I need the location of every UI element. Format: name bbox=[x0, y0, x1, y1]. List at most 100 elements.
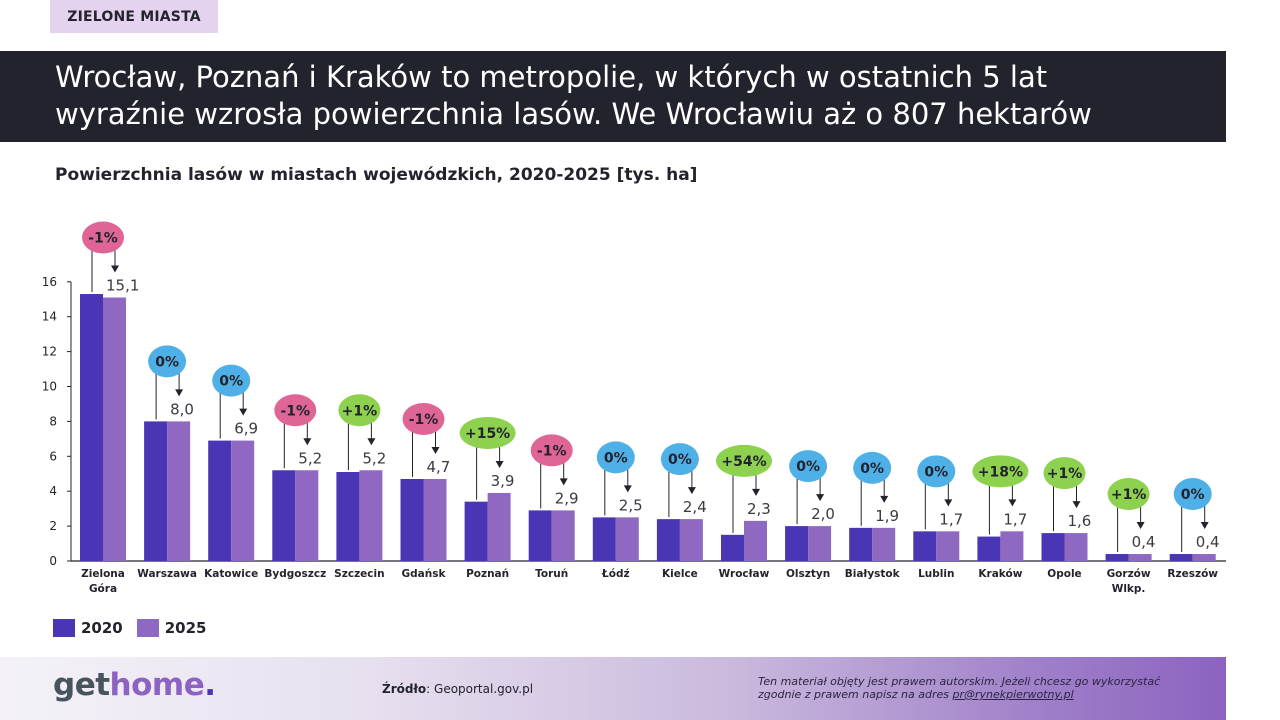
change-badge bbox=[338, 394, 381, 427]
change-badge bbox=[274, 394, 317, 427]
change-badge bbox=[402, 402, 445, 435]
category-label: Katowice bbox=[204, 568, 258, 580]
value-label: 15,1 bbox=[106, 277, 139, 295]
category-label: Szczecin bbox=[334, 568, 384, 580]
value-label: 0,4 bbox=[1196, 533, 1220, 551]
category-label: Gdańsk bbox=[402, 568, 447, 580]
change-label: +18% bbox=[978, 464, 1023, 480]
headline-line-2: wyraźnie wzrosła powierzchnia lasów. We … bbox=[55, 97, 1092, 131]
bar-2025 bbox=[744, 520, 767, 561]
category-label: Toruń bbox=[535, 568, 568, 580]
change-badge bbox=[660, 443, 699, 476]
category-label: Warszawa bbox=[137, 568, 197, 580]
bar-2020 bbox=[785, 526, 809, 561]
y-tick-label: 8 bbox=[49, 414, 57, 428]
change-label: 0% bbox=[155, 354, 179, 370]
value-label: 1,6 bbox=[1068, 512, 1092, 530]
change-badge bbox=[212, 364, 251, 397]
copyright-note: Ten materiał objęty jest prawem autorski… bbox=[758, 675, 1161, 701]
legend-label-2020: 2020 bbox=[81, 619, 123, 637]
category-label: Wlkp. bbox=[1112, 583, 1146, 595]
bar-2020 bbox=[144, 421, 168, 561]
legend-item-2025: 2025 bbox=[136, 619, 207, 637]
y-tick-label: 4 bbox=[49, 484, 57, 498]
bar-2025 bbox=[295, 470, 319, 561]
y-tick-label: 0 bbox=[49, 554, 57, 568]
bar-2020 bbox=[849, 527, 873, 561]
headline-banner: Wrocław, Poznań i Kraków to metropolie, … bbox=[0, 51, 1226, 142]
value-label: 2,9 bbox=[555, 489, 579, 507]
bar-2025 bbox=[615, 517, 639, 561]
value-label: 8,0 bbox=[170, 400, 194, 418]
bar-chart: 0 2 4 6 8 10 12 14 16 15,1 -1% Zielona Góra 8,0 0% Wars… bbox=[0, 200, 1280, 620]
bar-2025 bbox=[167, 421, 191, 561]
bar-2020 bbox=[656, 519, 680, 561]
change-label: -1% bbox=[409, 412, 439, 428]
value-label: 2,0 bbox=[811, 505, 835, 523]
bar-2020 bbox=[272, 470, 296, 561]
y-tick-label: 2 bbox=[49, 519, 57, 533]
value-label: 1,7 bbox=[939, 510, 963, 528]
change-badge bbox=[459, 416, 516, 449]
bar-2020 bbox=[1169, 554, 1193, 561]
y-tick-label: 10 bbox=[42, 380, 57, 394]
bar-2020 bbox=[913, 531, 937, 561]
legend-label-2025: 2025 bbox=[164, 619, 207, 637]
change-label: -1% bbox=[537, 443, 567, 459]
change-label: -1% bbox=[88, 231, 118, 247]
bar-2020 bbox=[208, 440, 232, 561]
gethome-logo: gethome. bbox=[53, 667, 216, 703]
change-label: 0% bbox=[1181, 487, 1205, 503]
change-label: +54% bbox=[721, 454, 766, 470]
source-label: Źródło bbox=[382, 682, 427, 696]
bar-2025 bbox=[872, 527, 896, 561]
bar-2020 bbox=[977, 536, 1001, 561]
bar-2025 bbox=[103, 297, 126, 561]
bar-2025 bbox=[487, 492, 511, 561]
bar-2020 bbox=[721, 534, 744, 561]
value-label: 5,2 bbox=[298, 449, 322, 467]
bar-2020 bbox=[592, 517, 616, 561]
email-link[interactable]: pr@rynekpierwotny.pl bbox=[952, 688, 1074, 701]
change-label: 0% bbox=[668, 452, 692, 468]
source-note: Źródło: Geoportal.gov.pl bbox=[382, 682, 533, 696]
category-label: Poznań bbox=[466, 568, 509, 580]
change-badge bbox=[148, 345, 187, 378]
change-label: 0% bbox=[604, 450, 628, 466]
chart-canvas: 0 2 4 6 8 10 12 14 16 15,1 -1% Zielona Góra 8,0 0% Wars… bbox=[42, 221, 1226, 595]
value-label: 2,4 bbox=[683, 498, 707, 516]
category-label: Rzeszów bbox=[1167, 568, 1218, 580]
change-badge bbox=[789, 450, 828, 483]
section-tag: ZIELONE MIASTA bbox=[50, 0, 218, 33]
change-badge bbox=[1173, 478, 1212, 511]
change-label: 0% bbox=[219, 374, 243, 390]
change-badge bbox=[716, 444, 772, 477]
change-label: +15% bbox=[465, 426, 510, 442]
change-label: 0% bbox=[860, 461, 884, 477]
bar-2025 bbox=[936, 531, 960, 561]
bar-2020 bbox=[336, 472, 360, 561]
value-label: 2,5 bbox=[619, 496, 643, 514]
bar-2020 bbox=[80, 294, 103, 561]
y-tick-label: 16 bbox=[42, 275, 57, 289]
change-badge bbox=[82, 221, 124, 254]
bar-2025 bbox=[551, 510, 575, 561]
change-badge bbox=[972, 455, 1029, 488]
change-badge bbox=[853, 451, 892, 484]
bar-2025 bbox=[423, 478, 447, 561]
bar-2025 bbox=[808, 526, 832, 561]
bar-2025 bbox=[1192, 554, 1216, 561]
change-label: +1% bbox=[1111, 487, 1147, 503]
bar-2020 bbox=[400, 478, 424, 561]
bar-2025 bbox=[1064, 533, 1088, 561]
y-tick-label: 14 bbox=[42, 310, 57, 324]
chart-title: Powierzchnia lasów w miastach wojewódzki… bbox=[55, 165, 698, 185]
value-label: 6,9 bbox=[234, 420, 258, 438]
change-label: 0% bbox=[796, 459, 820, 475]
change-badge bbox=[1043, 457, 1086, 490]
y-tick-label: 12 bbox=[42, 345, 57, 359]
category-label: Kielce bbox=[662, 568, 698, 580]
legend-swatch-2025 bbox=[136, 619, 159, 637]
category-label: Góra bbox=[89, 583, 117, 595]
bar-2020 bbox=[1041, 533, 1065, 561]
